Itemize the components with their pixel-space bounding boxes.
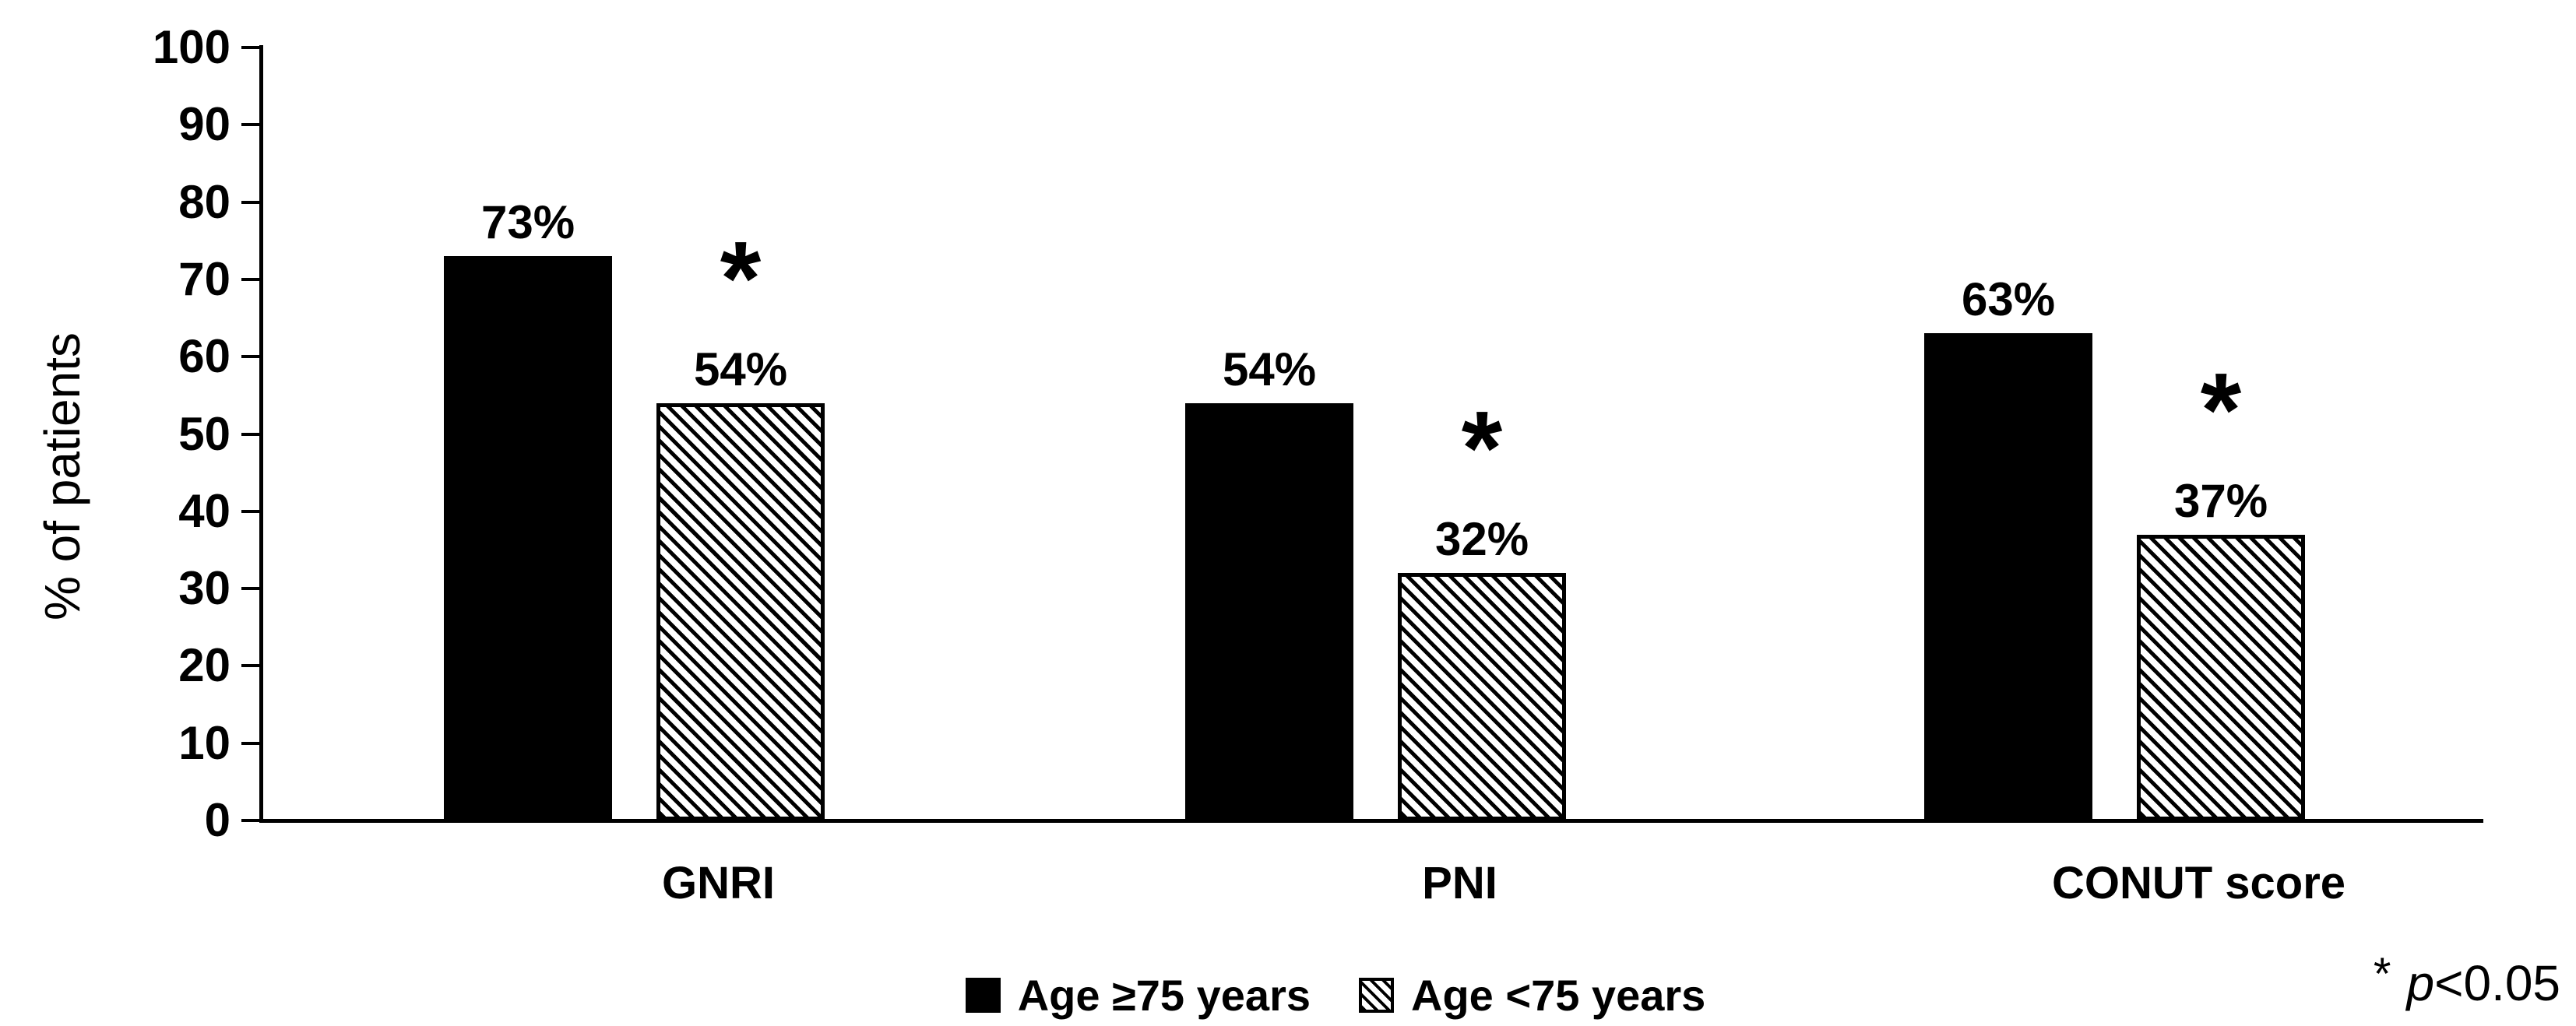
y-tick: [241, 819, 260, 822]
y-tick: [241, 741, 260, 745]
bar-hatched-GNRI: [656, 402, 825, 820]
category-label-PNI: PNI: [1422, 858, 1497, 908]
y-tick: [241, 200, 260, 204]
legend-item-age-ge-75: Age ≥75 years: [965, 970, 1311, 1021]
y-tick: [241, 432, 260, 436]
significance-asterisk: *: [720, 219, 762, 337]
y-tick-label: 50: [178, 407, 231, 460]
y-tick: [241, 587, 260, 591]
bar-hatched-CONUT score: [2137, 534, 2305, 820]
bar-value-label: 73%: [480, 196, 575, 249]
y-tick-label: 40: [178, 484, 231, 537]
bar-hatched-PNI: [1398, 573, 1566, 820]
legend-label: Age <75 years: [1411, 970, 1706, 1020]
y-tick-label: 100: [152, 21, 231, 73]
y-tick-label: 0: [204, 794, 231, 846]
legend: Age ≥75 years Age <75 years: [849, 961, 1822, 1026]
legend-swatch-diagonal-hatch: [1359, 977, 1395, 1013]
y-axis-title: % of patients: [34, 332, 90, 620]
y-tick-label: 60: [178, 330, 231, 383]
x-axis-line: [259, 819, 2483, 823]
y-tick-label: 30: [178, 562, 231, 615]
y-tick-label: 10: [178, 716, 231, 769]
y-tick: [241, 509, 260, 513]
category-label-CONUT score: CONUT score: [2051, 858, 2346, 908]
legend-label: Age ≥75 years: [1017, 970, 1311, 1020]
pvalue-annotation: * p<0.05: [2374, 948, 2560, 1018]
bar-value-label: 54%: [1222, 343, 1317, 395]
y-tick: [241, 46, 260, 49]
y-tick: [241, 355, 260, 359]
bar-solid-PNI: [1185, 402, 1353, 820]
bar-value-label: 37%: [2173, 474, 2268, 527]
bar-solid-CONUT score: [1924, 333, 2092, 820]
bar-value-label: 54%: [693, 343, 788, 395]
y-tick-label: 70: [178, 252, 231, 305]
pvalue-asterisk: *: [2373, 949, 2391, 1000]
category-label-GNRI: GNRI: [662, 858, 775, 908]
significance-asterisk: *: [2200, 350, 2242, 469]
pvalue-variable: p: [2406, 955, 2435, 1011]
y-tick: [241, 277, 260, 281]
legend-item-age-lt-75: Age <75 years: [1359, 970, 1705, 1021]
legend-swatch-solid-black: [965, 977, 1001, 1013]
bar-solid-GNRI: [444, 256, 612, 820]
y-tick-label: 90: [178, 98, 231, 151]
y-tick: [241, 123, 260, 127]
y-tick: [241, 664, 260, 668]
y-axis-line: [259, 45, 263, 822]
y-tick-label: 20: [178, 639, 231, 692]
bar-value-label: 63%: [1961, 273, 2056, 326]
pvalue-comparison: <0.05: [2434, 955, 2560, 1011]
bar-value-label: 32%: [1434, 513, 1529, 566]
y-tick-label: 80: [178, 175, 231, 228]
significance-asterisk: *: [1461, 389, 1503, 508]
